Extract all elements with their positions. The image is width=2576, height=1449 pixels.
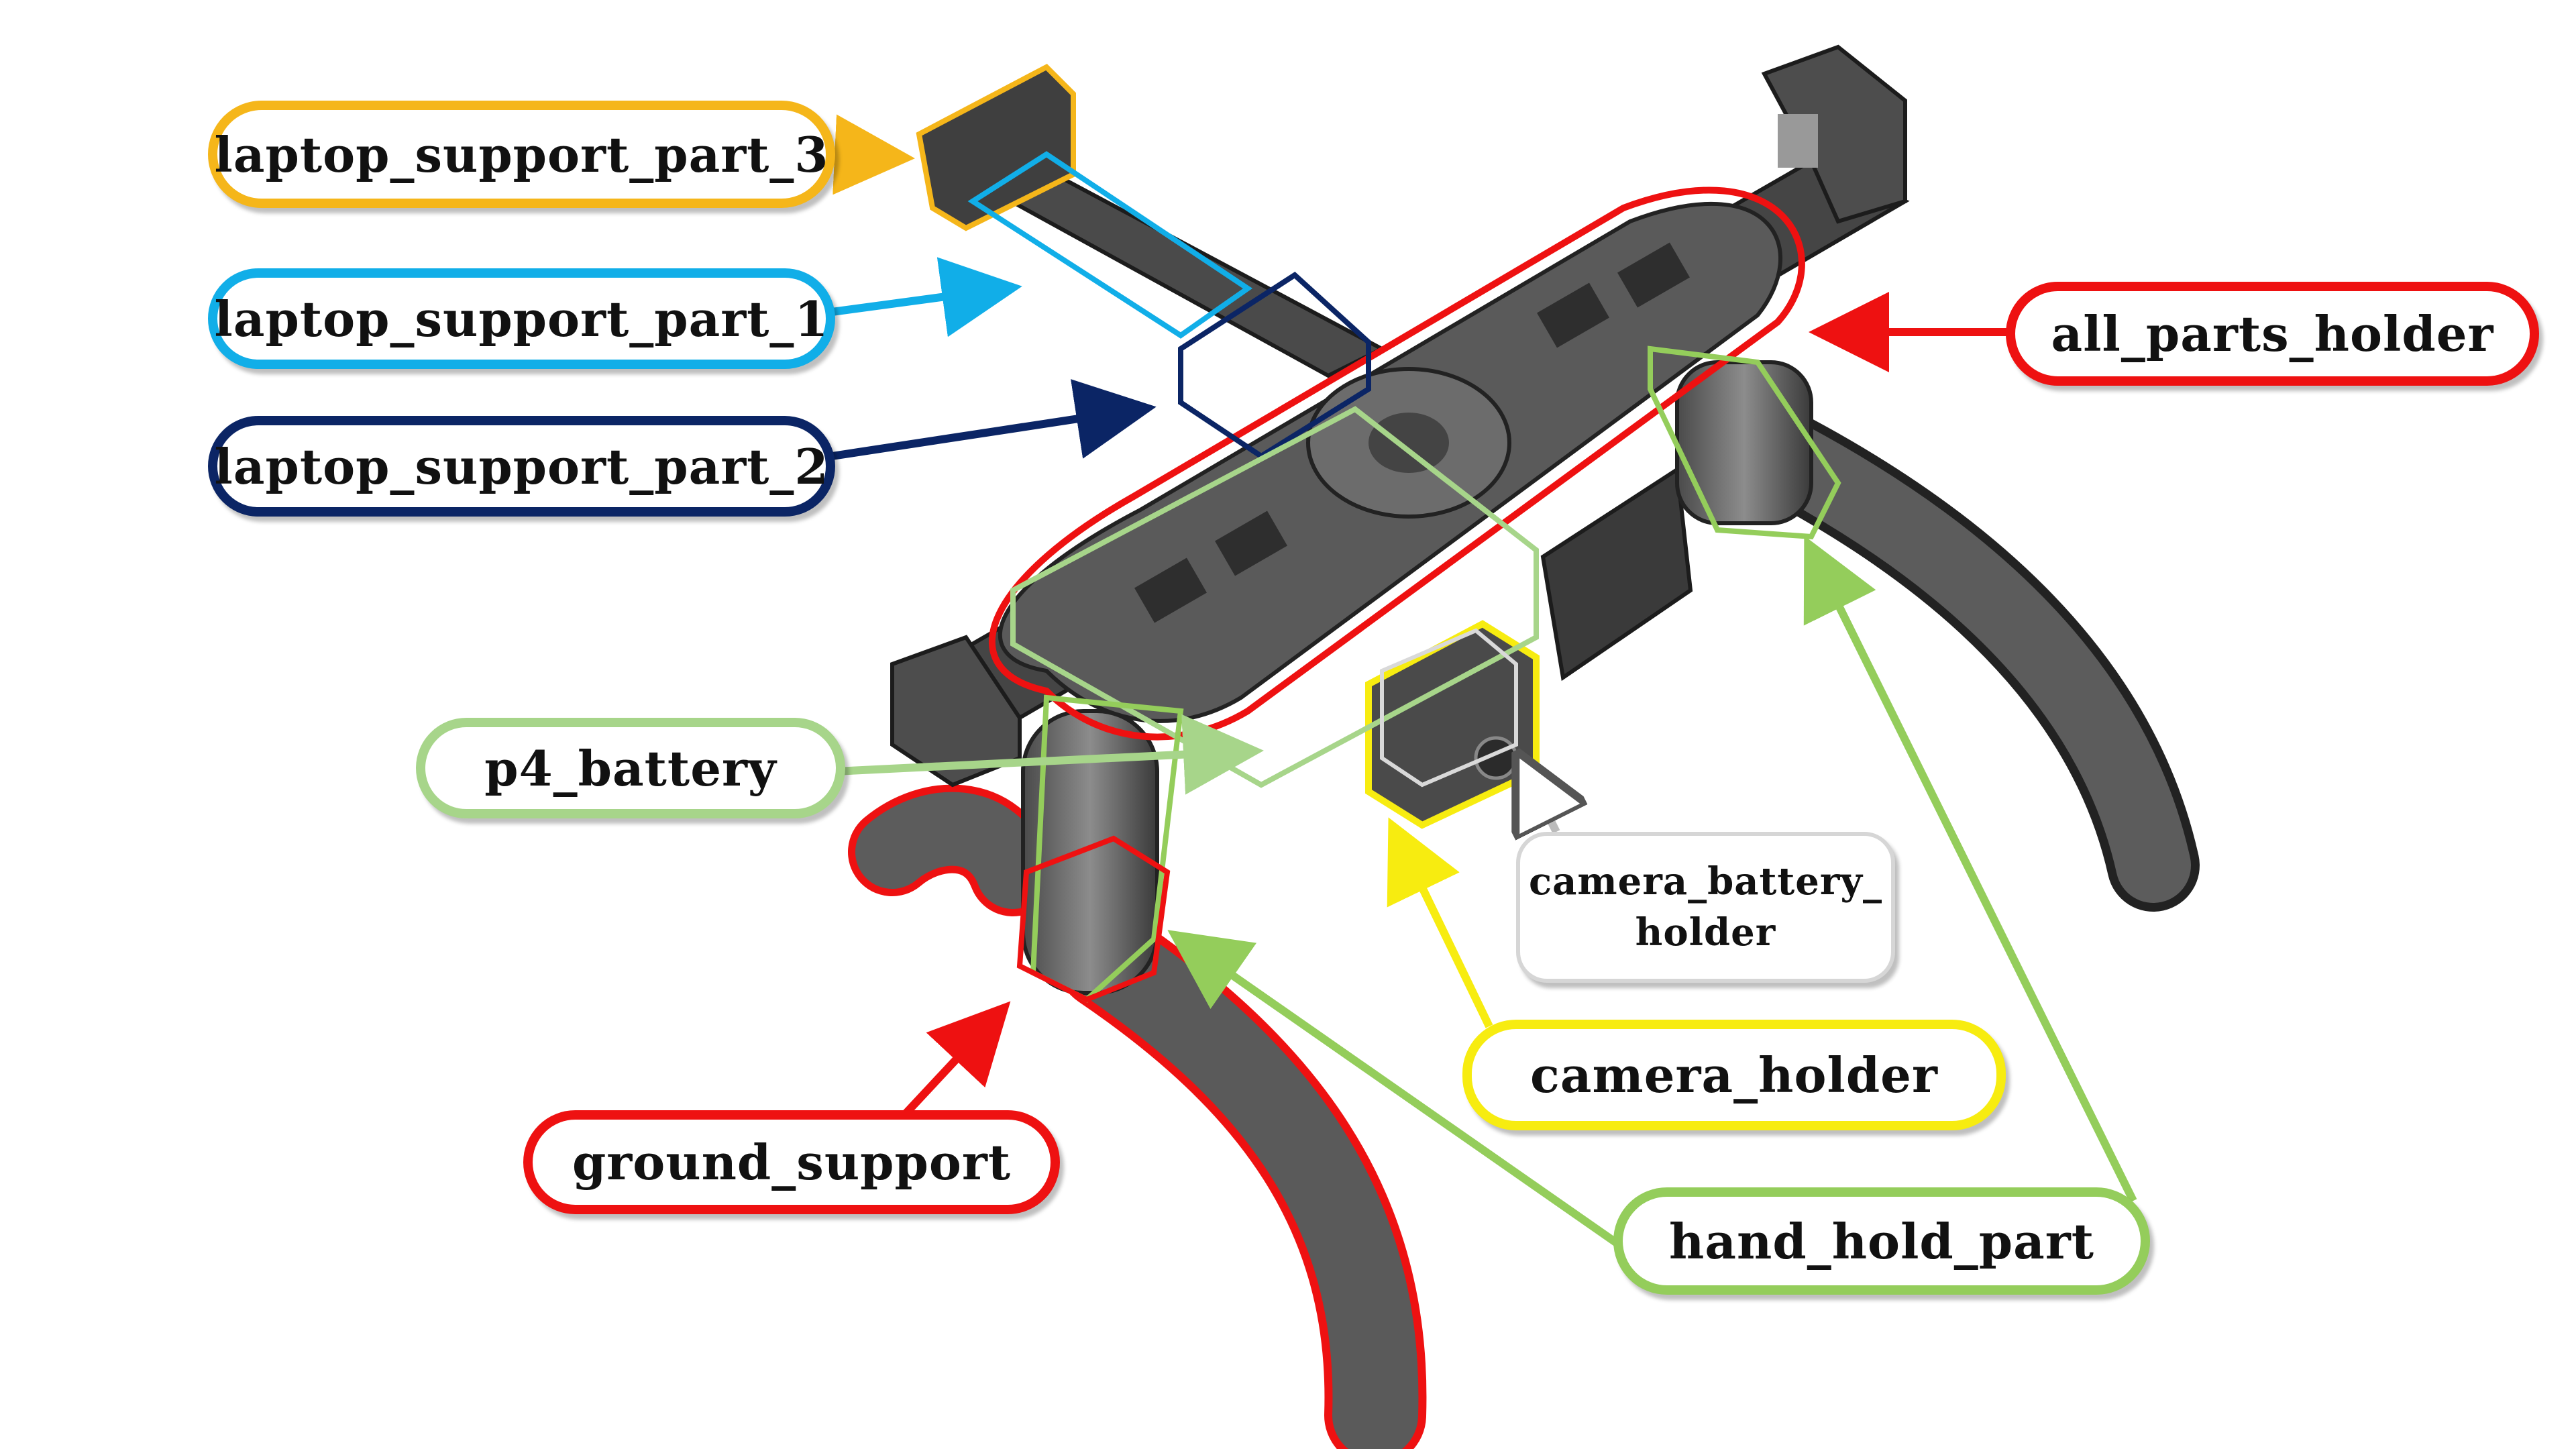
arrow-laptop-part2 <box>831 379 1157 460</box>
arrow-laptop-part3 <box>828 114 915 195</box>
label-p4-battery: p4_battery <box>416 718 845 818</box>
label-hand-hold-part: hand_hold_part <box>1613 1187 2150 1295</box>
label-camera-holder: camera_holder <box>1462 1020 2006 1130</box>
arrow-camera-holder <box>1387 817 1493 1028</box>
outline-ground-support <box>1016 835 1171 1003</box>
outline-laptop-part2 <box>1178 271 1371 460</box>
arrow-p4-battery <box>835 714 1264 795</box>
left-post <box>1021 709 1159 995</box>
arrow-laptop-part1 <box>831 257 1022 337</box>
arrow-ground-support <box>902 1001 1011 1117</box>
label-ground-support: ground_support <box>523 1110 1060 1214</box>
label-camera-battery-holder: camera_battery_ holder <box>1516 832 1895 983</box>
camera-battery-holder-line-2: holder <box>1635 910 1776 955</box>
battery-box <box>1540 466 1693 682</box>
left-end-cap <box>890 635 1022 788</box>
outline-laptop-part1 <box>967 151 1253 339</box>
label-all-parts-holder: all_parts_holder <box>2006 282 2539 386</box>
outline-hand-hold-left <box>1030 694 1184 1003</box>
label-laptop-support-part-1: laptop_support_part_1 <box>208 268 835 369</box>
label-laptop-support-part-3: laptop_support_part_3 <box>208 101 835 208</box>
arrow-camera-battery-holder <box>1523 765 1556 832</box>
outline-all-parts-holder <box>988 186 1805 741</box>
arrow-hand-hold-left <box>1167 930 1626 1251</box>
arrow-hand-hold-right <box>1803 535 2137 1203</box>
camera-battery-holder-line-1: camera_battery_ <box>1529 859 1882 904</box>
outline-p4-battery <box>1010 406 1539 788</box>
label-laptop-support-part-2: laptop_support_part_2 <box>208 416 835 517</box>
